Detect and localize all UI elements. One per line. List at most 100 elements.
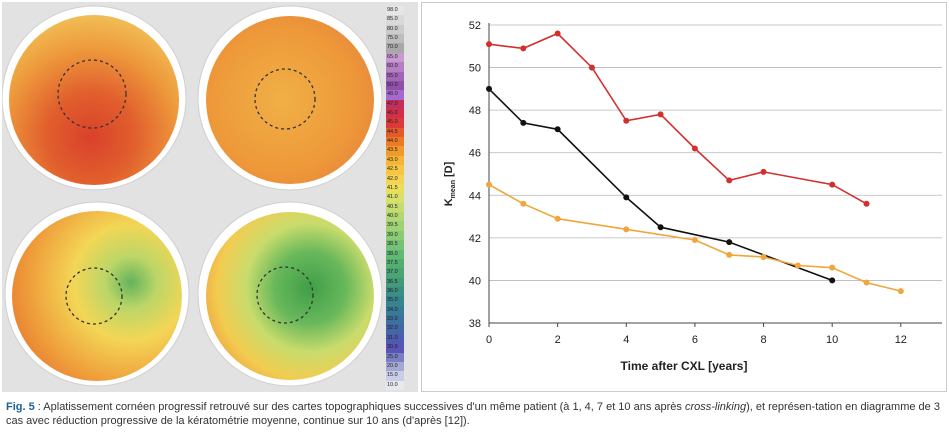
x-axis-label: Time after CXL [years]	[621, 359, 748, 373]
caption-text-2: ), et représen-tation en diagramme de 3 …	[6, 401, 940, 427]
series-3-point	[897, 288, 904, 295]
scale-cell: 32.0	[386, 324, 404, 334]
y-tick-label: 48	[469, 105, 481, 117]
scale-cell: 37.5	[386, 258, 404, 269]
scale-cell: 98.0	[386, 6, 404, 16]
y-tick-label: 40	[469, 275, 481, 287]
series-1-point	[863, 200, 870, 207]
series-1-point	[486, 41, 492, 48]
scale-cell: 70.0	[386, 43, 404, 53]
series-3-point	[726, 251, 733, 258]
series-3-point	[794, 262, 801, 269]
series-line-2	[488, 88, 833, 282]
series-3-point	[554, 215, 561, 222]
scale-cell: 44.0	[386, 137, 404, 147]
scale-cell: 40.5	[386, 202, 404, 213]
series-3-point	[829, 264, 836, 271]
scale-cell: 37.0	[386, 268, 404, 278]
series-1-point	[657, 111, 664, 118]
scale-cell: 47.0	[386, 99, 404, 110]
pupil-circle-2	[254, 68, 316, 130]
scale-cell: 38.5	[386, 240, 404, 250]
caption-text-1: : Aplatissement cornéen progressif retro…	[34, 401, 685, 413]
scale-cell: 65.0	[386, 52, 404, 63]
scale-cell: 60.0	[386, 62, 404, 72]
x-tick-label: 8	[760, 334, 766, 346]
topography-map-2	[197, 5, 383, 191]
series-3-point	[486, 181, 492, 188]
y-tick-label: 38	[469, 318, 481, 330]
series-1-point	[588, 64, 595, 71]
series-1-point	[623, 117, 630, 124]
series-3-point	[623, 226, 630, 233]
series-1-point	[726, 177, 733, 184]
scale-cell: 48.0	[386, 90, 404, 100]
series-3-point	[760, 254, 767, 261]
caption-italic: cross-linking	[684, 401, 747, 413]
topography-panel: 98.0 85.0 80.0 75.0 70.0 65.0 60.0 55.0 50.0 48.0…	[2, 2, 418, 392]
series-3-point	[691, 236, 698, 243]
color-scale: 98.0 85.0 80.0 75.0 70.0 65.0 60.0 55.0 50.0 48.0…	[386, 6, 404, 390]
scale-cell: 36.5	[386, 277, 404, 287]
scale-cell: 39.0	[386, 230, 404, 241]
y-label-unit: [D]	[443, 161, 455, 177]
y-tick-label: 50	[469, 63, 481, 75]
scale-cell: 20.0	[386, 361, 404, 372]
scale-cell: 85.0	[386, 15, 404, 25]
svg-text:Kmean[D]: Kmean [D]	[443, 161, 457, 206]
series-2-point	[623, 194, 630, 201]
topography-map-4	[197, 201, 383, 387]
scale-cell: 41.0	[386, 193, 404, 203]
y-tick-label: 46	[469, 148, 481, 160]
series-2-point	[829, 277, 836, 284]
scale-cell: 43.0	[386, 155, 404, 166]
topography-map-3	[4, 201, 190, 387]
scale-cell: 75.0	[386, 34, 404, 44]
scale-cell: 25.0	[386, 352, 404, 362]
scale-cell: 39.5	[386, 221, 404, 231]
x-tick-label: 4	[623, 334, 629, 346]
scale-cell: 31.0	[386, 333, 404, 344]
topography-maps	[2, 5, 383, 387]
series-1-point	[520, 45, 527, 52]
series-2-point	[657, 224, 664, 231]
y-axis-label: Kmean [D]	[443, 161, 457, 206]
grid	[489, 24, 942, 324]
caption-label: Fig. 5	[6, 401, 35, 413]
series	[486, 30, 904, 295]
x-tick-label: 6	[692, 334, 698, 346]
figure-caption: Fig. 5 : Aplatissement cornéen progressi…	[6, 400, 944, 428]
y-tick-label: 44	[469, 190, 481, 202]
scale-cell: 44.5	[386, 127, 404, 138]
pupil-circle-3	[65, 267, 123, 325]
series-3-point	[863, 279, 870, 286]
pupil-circle-1	[57, 59, 127, 129]
scale-cell: 35.0	[386, 296, 404, 306]
x-tick-label: 2	[555, 334, 561, 346]
series-2-point	[726, 239, 733, 246]
series-2-point	[520, 119, 527, 126]
scale-cell: 50.0	[386, 80, 404, 91]
scale-cell: 40.0	[386, 212, 404, 222]
y-label-sub: mean	[450, 180, 457, 198]
y-label-main: K	[443, 198, 455, 206]
series-2-point	[486, 85, 492, 92]
scale-cell: 38.0	[386, 249, 404, 259]
scale-cell: 15.0	[386, 371, 404, 381]
y-tick-label: 42	[469, 233, 481, 245]
topography-map-1	[2, 5, 187, 191]
scale-cell: 42.0	[386, 174, 404, 184]
series-1-point	[691, 145, 698, 152]
scale-cell: 36.0	[386, 286, 404, 297]
scale-cell: 41.5	[386, 183, 404, 194]
series-3-point	[520, 200, 527, 207]
scale-cell: 33.0	[386, 315, 404, 325]
series-1-point	[760, 168, 767, 175]
scale-cell: 45.0	[386, 118, 404, 128]
series-1-point	[554, 30, 561, 37]
scale-cell: 10.0	[386, 380, 404, 390]
x-tick-label: 0	[486, 334, 492, 346]
